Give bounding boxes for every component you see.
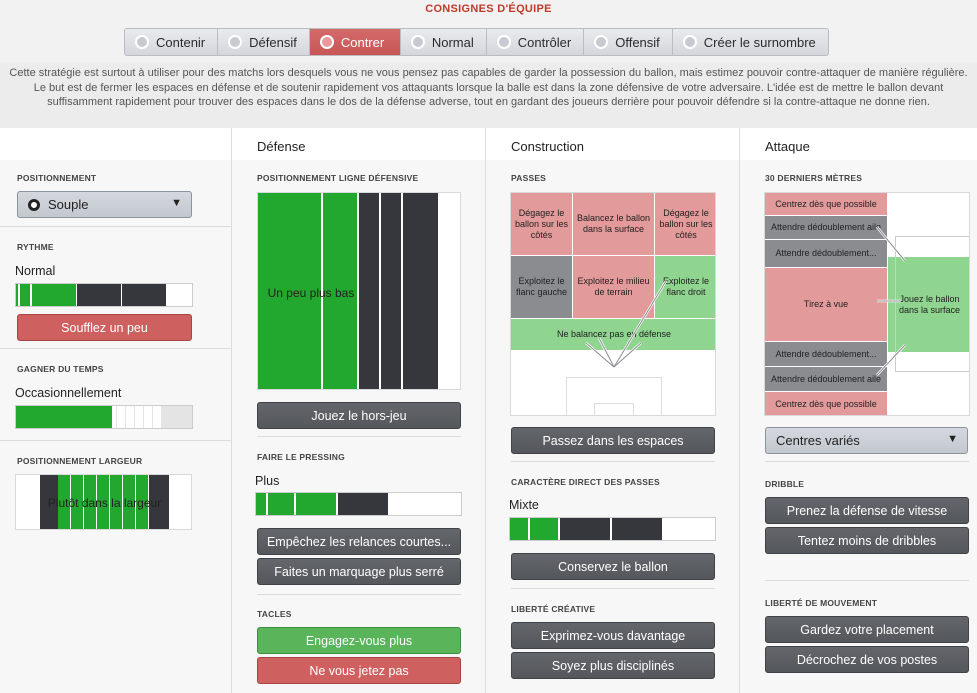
strategy-description: Cette stratégie est surtout à utiliser p… (9, 67, 968, 108)
direct-slider[interactable] (509, 517, 716, 541)
attaque-column: Attaque 30 DERNIERS MÈTRES Centrez dès q… (740, 128, 977, 693)
tab-offensif[interactable]: Offensif (584, 29, 673, 55)
gagner-temps-value: Occasionnellement (15, 386, 122, 400)
ball-icon (410, 35, 425, 49)
soufflez-button[interactable]: Soufflez un peu (17, 314, 192, 341)
ligne-defensive-label: POSITIONNEMENT LIGNE DÉFENSIVE (257, 173, 419, 183)
zone-dedoublement-aile-bas[interactable]: Attendre dédoublement aile (765, 367, 887, 391)
hors-jeu-button[interactable]: Jouez le hors-jeu (257, 402, 461, 429)
passes-label: PASSES (511, 173, 547, 183)
engagez-vous-button[interactable]: Engagez-vous plus (257, 627, 461, 654)
positionnement-dropdown[interactable]: Souple ▼ (17, 191, 192, 218)
liberte-creative-label: LIBERTÉ CRÉATIVE (511, 604, 596, 614)
gardez-placement-button[interactable]: Gardez votre placement (765, 616, 969, 643)
gagner-temps-slider[interactable] (15, 405, 193, 429)
zone-degagez-droite[interactable]: Dégagez le ballon sur les côtés (655, 193, 715, 255)
centres-dropdown[interactable]: Centres variés ▼ (765, 427, 968, 454)
direct-label: CARACTÈRE DIRECT DES PASSES (511, 477, 660, 487)
derniers-metres-label: 30 DERNIERS MÈTRES (765, 173, 863, 183)
zone-degagez-gauche[interactable]: Dégagez le ballon sur les côtés (511, 193, 572, 255)
zone-dedoublement-haut[interactable]: Attendre dédoublement... (765, 240, 887, 267)
marquage-serre-button[interactable]: Faites un marquage plus serré (257, 558, 461, 585)
zone-dedoublement-aile-haut[interactable]: Attendre dédoublement aile (765, 216, 887, 239)
target-icon (28, 198, 40, 211)
tab-creer-surnombre[interactable]: Créer le surnombre (673, 29, 828, 55)
largeur-value: Plutôt dans la largeur (47, 495, 162, 510)
liberte-mouvement-label: LIBERTÉ DE MOUVEMENT (765, 598, 878, 608)
relances-courtes-button[interactable]: Empêchez les relances courtes... (257, 528, 461, 555)
zone-dedoublement-bas[interactable]: Attendre dédoublement... (765, 342, 887, 366)
strategy-tabs: Contenir Défensif Contrer Normal Contrôl… (124, 28, 829, 56)
zone-balancez-surface[interactable]: Balancez le ballon dans la surface (573, 193, 654, 255)
attaque-header: Attaque (740, 128, 977, 160)
moins-dribbles-button[interactable]: Tentez moins de dribbles (765, 527, 969, 554)
defense-column: Défense POSITIONNEMENT LIGNE DÉFENSIVE U… (232, 128, 486, 693)
attack-arrows (876, 226, 906, 376)
tab-normal[interactable]: Normal (401, 29, 487, 55)
dribble-label: DRIBBLE (765, 479, 805, 489)
pass-arrows (585, 280, 668, 368)
page-title: CONSIGNES D'ÉQUIPE (425, 3, 552, 15)
description-panel (0, 62, 977, 128)
ne-vous-jetez-button[interactable]: Ne vous jetez pas (257, 657, 461, 684)
tab-defensif[interactable]: Défensif (218, 29, 310, 55)
passes-pitch[interactable]: Dégagez le ballon sur les côtés Balancez… (510, 192, 716, 416)
rythme-label: RYTHME (17, 242, 54, 252)
tacles-label: TACLES (257, 609, 292, 619)
heart-shield-icon (135, 35, 149, 49)
positionnement-label: POSITIONNEMENT (17, 173, 97, 183)
tab-contenir[interactable]: Contenir (125, 29, 219, 55)
largeur-label: POSITIONNEMENT LARGEUR (17, 456, 143, 466)
zone-flanc-droit[interactable]: Exploitez le flanc droit (655, 256, 715, 318)
rythme-value: Normal (15, 264, 56, 278)
control-icon (496, 35, 511, 49)
pressing-value: Plus (255, 474, 280, 488)
ligne-defensive-pitch[interactable]: Un peu plus bas (257, 192, 461, 390)
zone-centrez-haut[interactable]: Centrez dès que possible (765, 193, 887, 215)
zone-ballon-surface[interactable]: Jouez le ballon dans la surface (888, 257, 969, 352)
counter-icon (319, 35, 334, 49)
zone-centrez-bas[interactable]: Centrez dès que possible (765, 392, 887, 415)
pressing-slider[interactable] (255, 492, 462, 516)
general-header (0, 128, 231, 160)
defense-vitesse-button[interactable]: Prenez la défense de vitesse (765, 497, 969, 524)
exprimez-vous-button[interactable]: Exprimez-vous davantage (511, 622, 715, 649)
shield-icon (228, 35, 243, 49)
zone-tirez-vue[interactable]: Tirez à vue (765, 268, 887, 341)
passez-espaces-button[interactable]: Passez dans les espaces (511, 427, 715, 454)
conservez-ballon-button[interactable]: Conservez le ballon (511, 553, 715, 580)
zone-defense[interactable]: Ne balancez pas en défense (511, 319, 715, 350)
rythme-slider[interactable] (15, 283, 193, 307)
defense-header: Défense (232, 128, 485, 160)
chevron-down-icon: ▼ (171, 197, 182, 209)
zone-milieu[interactable]: Exploitez le milieu de terrain (573, 256, 654, 318)
tab-contrer[interactable]: Contrer (309, 29, 401, 55)
direct-value: Mixte (509, 498, 539, 512)
construction-header: Construction (486, 128, 739, 160)
pressing-label: FAIRE LE PRESSING (257, 452, 345, 462)
zone-flanc-gauche[interactable]: Exploitez le flanc gauche (511, 256, 572, 318)
attack-arrow-icon (594, 35, 609, 49)
derniers-metres-pitch[interactable]: Centrez dès que possible Attendre dédoub… (764, 192, 970, 416)
ligne-defensive-value: Un peu plus bas (267, 285, 355, 300)
tab-controler[interactable]: Contrôler (487, 29, 585, 55)
construction-column: Construction PASSES Dégagez le ballon su… (486, 128, 740, 693)
chevron-down-icon: ▼ (947, 433, 958, 445)
soyez-disciplines-button[interactable]: Soyez plus disciplinés (511, 652, 715, 679)
decrochez-postes-button[interactable]: Décrochez de vos postes (765, 646, 969, 673)
overload-icon (682, 35, 697, 49)
largeur-pitch[interactable]: Plutôt dans la largeur (15, 474, 192, 530)
gagner-temps-label: GAGNER DU TEMPS (17, 364, 104, 374)
general-column: POSITIONNEMENT Souple ▼ RYTHME Normal So… (0, 128, 232, 693)
